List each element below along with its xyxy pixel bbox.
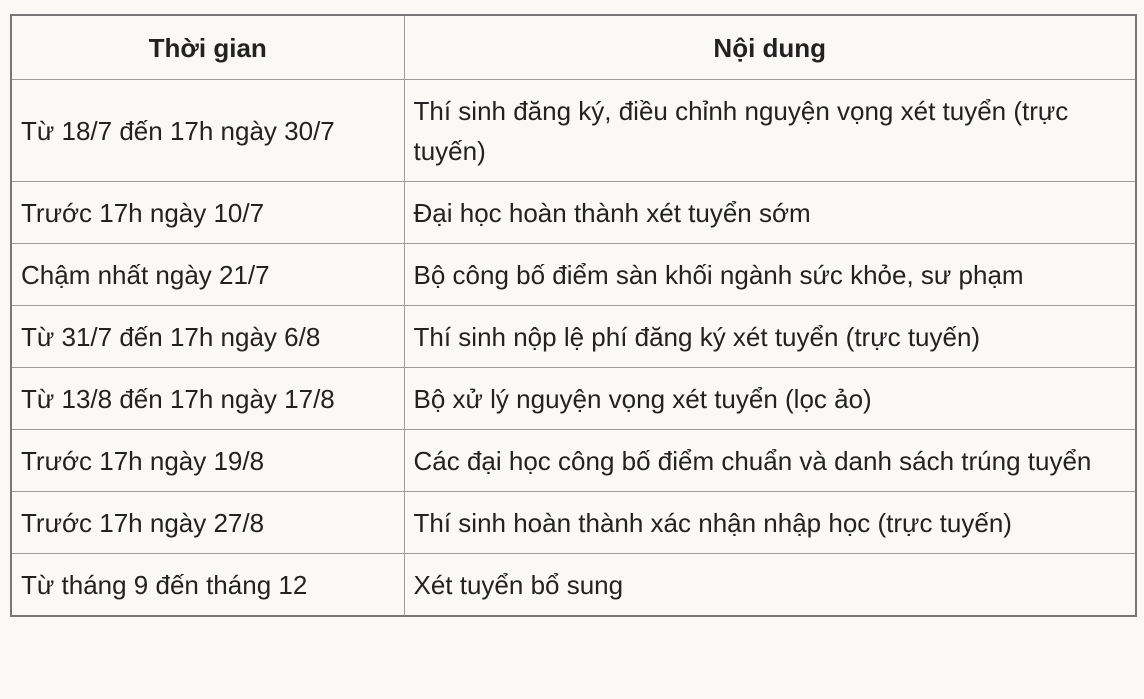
cell-content: Thí sinh đăng ký, điều chỉnh nguyện vọng… xyxy=(403,79,1137,182)
table-row: Từ 31/7 đến 17h ngày 6/8 Thí sinh nộp lệ … xyxy=(10,305,1137,368)
table-row: Trước 17h ngày 10/7 Đại học hoàn thành xé… xyxy=(10,181,1137,244)
cell-content: Thí sinh nộp lệ phí đăng ký xét tuyển (t… xyxy=(403,305,1137,368)
table-row: Từ tháng 9 đến tháng 12 Xét tuyển bổ sung xyxy=(10,553,1137,617)
cell-time: Trước 17h ngày 27/8 xyxy=(10,491,405,554)
cell-content: Thí sinh hoàn thành xác nhận nhập học (t… xyxy=(403,491,1137,554)
table-row: Chậm nhất ngày 21/7 Bộ công bố điểm sàn k… xyxy=(10,243,1137,306)
cell-content: Đại học hoàn thành xét tuyển sớm xyxy=(403,181,1137,244)
cell-time: Từ tháng 9 đến tháng 12 xyxy=(10,553,405,617)
cell-time: Từ 13/8 đến 17h ngày 17/8 xyxy=(10,367,405,430)
header-time: Thời gian xyxy=(10,14,405,80)
cell-content: Các đại học công bố điểm chuẩn và danh s… xyxy=(403,429,1137,492)
table-row: Trước 17h ngày 19/8 Các đại học công bố đ… xyxy=(10,429,1137,492)
header-content: Nội dung xyxy=(403,14,1137,80)
cell-time: Trước 17h ngày 19/8 xyxy=(10,429,405,492)
cell-content: Bộ xử lý nguyện vọng xét tuyển (lọc ảo) xyxy=(403,367,1137,430)
cell-content: Bộ công bố điểm sàn khối ngành sức khỏe,… xyxy=(403,243,1137,306)
cell-time: Từ 18/7 đến 17h ngày 30/7 xyxy=(10,79,405,182)
cell-time: Trước 17h ngày 10/7 xyxy=(10,181,405,244)
schedule-table: Thời gian Nội dung Từ 18/7 đến 17h ngày … xyxy=(10,14,1137,617)
cell-time: Chậm nhất ngày 21/7 xyxy=(10,243,405,306)
table-row: Từ 13/8 đến 17h ngày 17/8 Bộ xử lý nguyện… xyxy=(10,367,1137,430)
cell-time: Từ 31/7 đến 17h ngày 6/8 xyxy=(10,305,405,368)
table-row: Trước 17h ngày 27/8 Thí sinh hoàn thành x… xyxy=(10,491,1137,554)
table-row: Từ 18/7 đến 17h ngày 30/7 Thí sinh đăng k… xyxy=(10,79,1137,182)
header-row: Thời gian Nội dung xyxy=(10,14,1137,80)
cell-content: Xét tuyển bổ sung xyxy=(403,553,1137,617)
